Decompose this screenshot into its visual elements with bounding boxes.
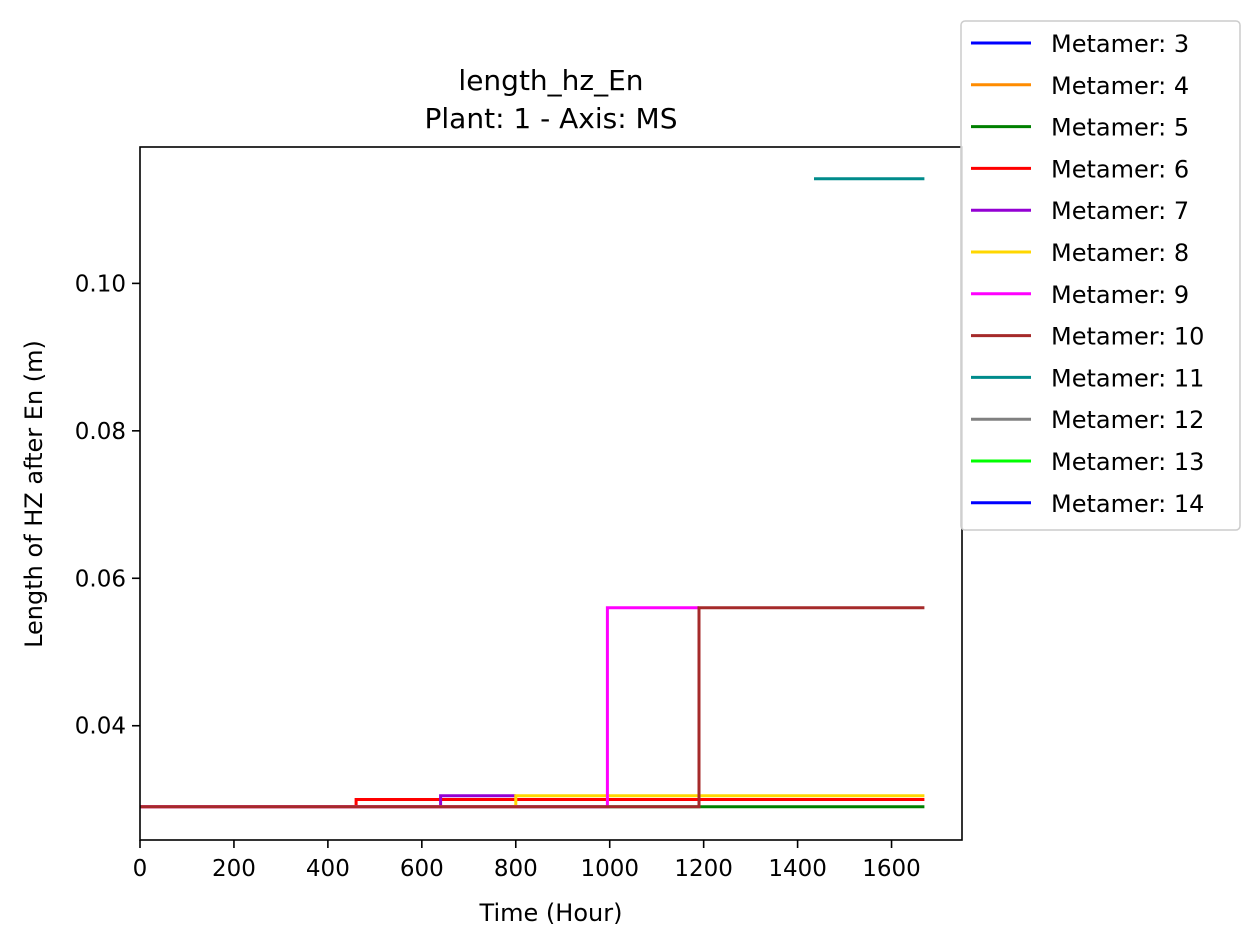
legend-label: Metamer: 8	[1051, 239, 1189, 267]
legend-label: Metamer: 9	[1051, 281, 1189, 309]
legend-label: Metamer: 13	[1051, 448, 1204, 476]
legend-label: Metamer: 7	[1051, 197, 1189, 225]
legend-label: Metamer: 4	[1051, 72, 1189, 100]
legend-label: Metamer: 3	[1051, 30, 1189, 58]
y-tick-label: 0.06	[75, 566, 126, 592]
chart-subtitle: Plant: 1 - Axis: MS	[425, 102, 678, 135]
x-tick-label: 1400	[768, 856, 827, 882]
x-tick-label: 1200	[674, 856, 733, 882]
x-tick-label: 1600	[862, 856, 921, 882]
y-tick-label: 0.10	[75, 271, 126, 297]
x-tick-label: 200	[212, 856, 256, 882]
legend-label: Metamer: 14	[1051, 490, 1204, 518]
x-tick-label: 600	[400, 856, 444, 882]
x-tick-label: 800	[494, 856, 538, 882]
y-tick-label: 0.04	[75, 714, 126, 740]
x-tick-label: 0	[133, 856, 148, 882]
x-tick-label: 400	[306, 856, 350, 882]
plot-area	[140, 177, 925, 809]
legend: Metamer: 3 Metamer: 4 Metamer: 5 Metamer: 6…	[960, 20, 1241, 531]
legend-label: Metamer: 11	[1051, 364, 1204, 392]
legend-label: Metamer: 6	[1051, 155, 1189, 183]
legend-label: Metamer: 5	[1051, 114, 1189, 142]
x-tick-label: 1000	[580, 856, 639, 882]
y-axis: 0.04 0.06 0.08 0.10	[75, 271, 140, 740]
plot-frame	[139, 146, 963, 841]
series-line-10	[140, 606, 925, 809]
chart-title: length_hz_En	[458, 64, 643, 97]
x-axis-label: Time (Hour)	[479, 899, 623, 927]
legend-label: Metamer: 12	[1051, 406, 1204, 434]
legend-box	[960, 20, 1241, 531]
x-axis: 0 200 400 600 800 1000 1200 1400 1600	[133, 840, 921, 882]
y-tick-label: 0.08	[75, 419, 126, 445]
series-line-8	[140, 794, 925, 809]
legend-label: Metamer: 10	[1051, 323, 1204, 351]
series-line-9	[140, 606, 699, 809]
series-line-7	[140, 794, 516, 809]
y-axis-label: Length of HZ after En (m)	[20, 340, 48, 648]
